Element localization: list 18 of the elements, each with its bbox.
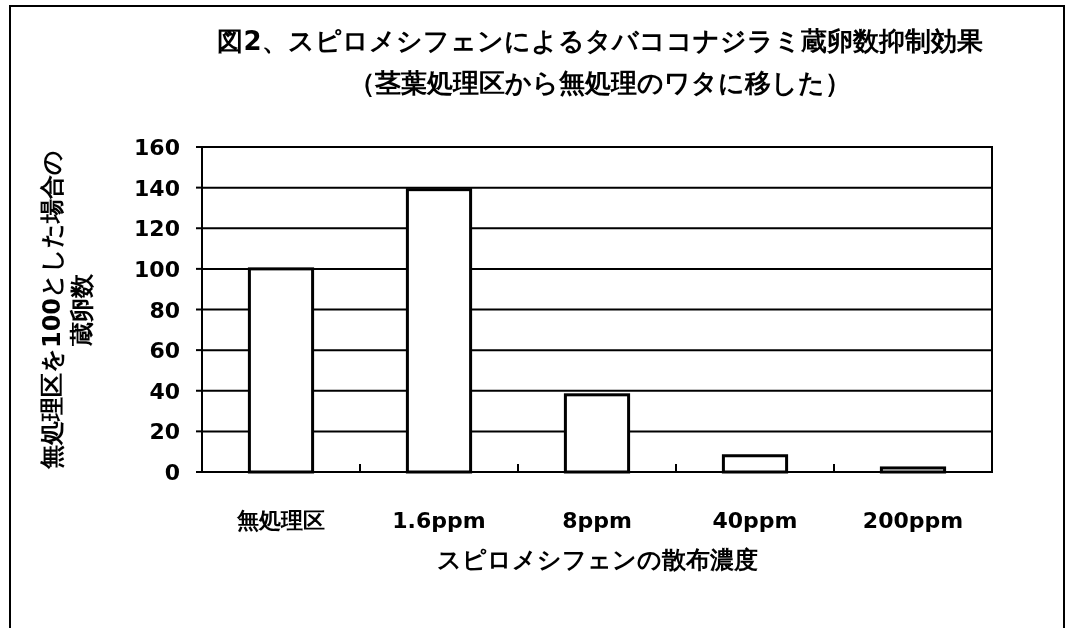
- y-axis-title: 無処理区を100とした場合の蔵卵数: [38, 149, 96, 471]
- chart-subtitle: （茎葉処理区から無処理のワタに移した）: [349, 68, 851, 98]
- y-tick-label: 140: [134, 175, 180, 201]
- x-tick-label: 40ppm: [712, 508, 798, 533]
- y-tick-label: 100: [134, 256, 180, 282]
- y-tick-label: 120: [134, 216, 180, 242]
- x-tick-label: 8ppm: [562, 508, 632, 533]
- x-tick-label: 200ppm: [862, 508, 964, 533]
- x-axis-title: スピロメシフェンの散布濃度: [436, 546, 758, 574]
- y-tick-label: 0: [164, 460, 180, 485]
- x-tick-label: 無処理区: [236, 508, 325, 533]
- chart-title: 図2、スピロメシフェンによるタバココナジラミ蔵卵数抑制効果: [217, 26, 983, 56]
- y-tick-label: 20: [149, 419, 180, 445]
- y-tick-label: 80: [149, 297, 180, 323]
- x-tick-label: 1.6ppm: [392, 508, 486, 533]
- y-tick-label: 40: [149, 378, 180, 404]
- y-tick-label: 160: [134, 135, 180, 160]
- y-tick-label: 60: [149, 338, 180, 364]
